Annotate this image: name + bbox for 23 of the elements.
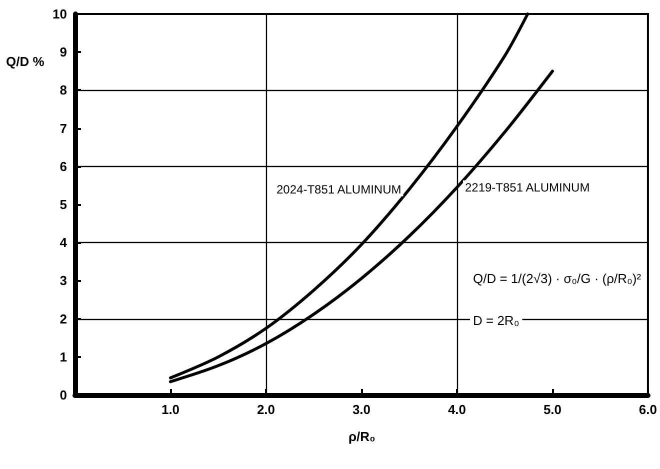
y-tick-label: 10: [52, 6, 67, 22]
x-tick-label: 5.0: [543, 402, 562, 417]
y-axis-title: Q/D %: [6, 54, 45, 69]
y-tick-label: 2: [60, 311, 67, 326]
x-tick-label: 4.0: [448, 402, 466, 417]
series-label: 2219-T851 ALUMINUM: [464, 180, 590, 194]
y-tick-label: 5: [60, 197, 67, 212]
x-axis-title: ρ/R₀: [348, 429, 376, 444]
x-tick-label: 2.0: [256, 402, 276, 417]
y-tick-label: 0: [60, 388, 67, 402]
y-tick-label: 8: [60, 82, 67, 98]
x-tick-label: 1.0: [161, 402, 180, 417]
annotation: D = 2R₀: [473, 313, 520, 328]
series-label: 2024-T851 ALUMINUM: [276, 182, 402, 196]
y-tick-label: 4: [60, 235, 68, 250]
y-tick-label: 1: [60, 349, 67, 364]
annotation: Q/D = 1/(2√3) · σ₀/G · (ρ/R₀)²: [473, 271, 642, 286]
y-tick-label: 7: [60, 120, 67, 136]
y-tick-label: 9: [60, 44, 67, 60]
y-tick-label: 3: [60, 273, 67, 288]
x-tick-label: 3.0: [352, 402, 371, 417]
x-tick-label: 6.0: [638, 402, 658, 417]
y-tick-label: 6: [60, 158, 67, 174]
